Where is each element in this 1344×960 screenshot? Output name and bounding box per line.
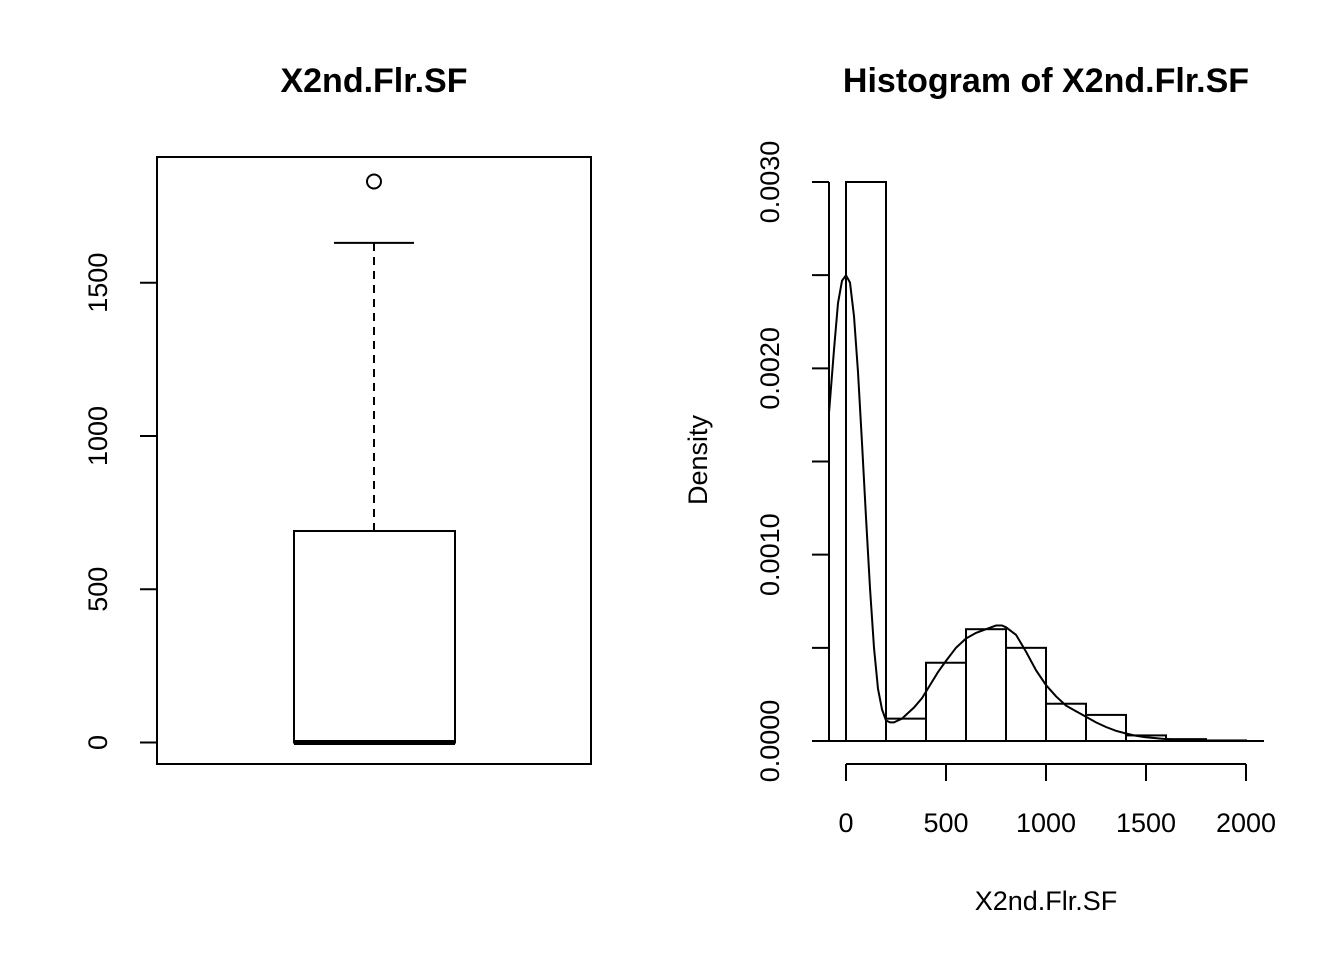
boxplot-y-tick-label: 0 (83, 735, 113, 750)
histogram-bar (1045, 702, 1087, 743)
boxplot-panel: X2nd.Flr.SF 0 500 1000 1500 (83, 62, 592, 765)
histogram-bar (1005, 646, 1047, 742)
histogram-x-tick-label: 2000 (1216, 808, 1276, 838)
histogram-title: Histogram of X2nd.Flr.SF (843, 62, 1249, 100)
histogram-bar (925, 661, 967, 742)
boxplot-title: X2nd.Flr.SF (280, 62, 467, 100)
histogram-y-axis: 0.0000 0.0010 0.0020 0.0030 (755, 141, 830, 783)
boxplot-frame (156, 156, 592, 765)
boxplot-marks (293, 173, 456, 746)
density-curve (828, 273, 1247, 742)
histogram-y-tick-label: 0.0010 (755, 513, 785, 596)
histogram-y-label: Density (683, 414, 713, 505)
histogram-bars (829, 181, 1264, 743)
histogram-bar (845, 181, 887, 742)
histogram-panel: Histogram of X2nd.Flr.SF 0.00000.00100.0… (683, 62, 1276, 916)
boxplot-y-tick-label: 500 (83, 567, 113, 612)
histogram-x-tick-label: 1000 (1016, 808, 1076, 838)
boxplot-outlier (366, 173, 382, 190)
boxplot-y-tick-label: 1000 (83, 406, 113, 466)
histogram-x-axis: 0 500 1000 1500 2000 (838, 763, 1276, 838)
histogram-x-tick-label: 0 (838, 808, 853, 838)
histogram-x-label: X2nd.Flr.SF (975, 886, 1118, 916)
histogram-x-tick-label: 1500 (1116, 808, 1176, 838)
boxplot-box (293, 530, 456, 744)
histogram-bar (965, 628, 1007, 743)
histogram-y-tick-label: 0.0020 (755, 327, 785, 410)
histogram-y-tick-label: 0.0000 (755, 700, 785, 783)
boxplot-y-axis: 0 500 1000 1500 (83, 253, 157, 750)
histogram-x-tick-label: 500 (923, 808, 968, 838)
boxplot-y-tick-label: 1500 (83, 253, 113, 313)
histogram-y-tick-label: 0.0030 (755, 141, 785, 224)
